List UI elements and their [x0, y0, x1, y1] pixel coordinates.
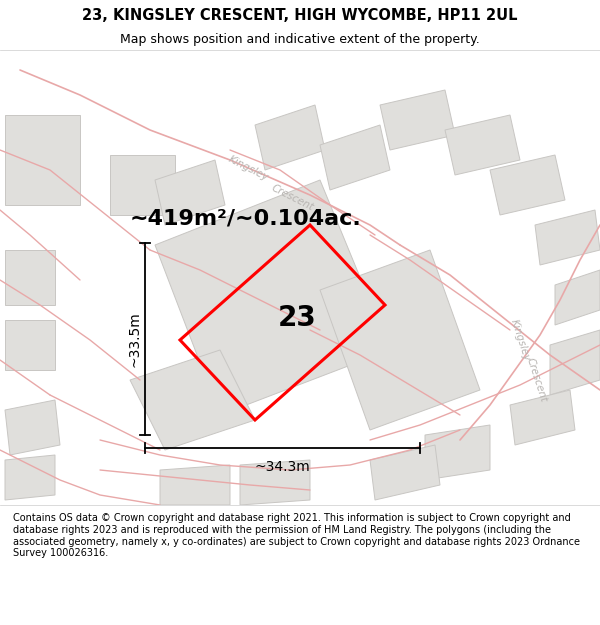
- Text: Map shows position and indicative extent of the property.: Map shows position and indicative extent…: [120, 32, 480, 46]
- Polygon shape: [490, 155, 565, 215]
- Polygon shape: [130, 350, 255, 450]
- Polygon shape: [155, 160, 225, 225]
- Polygon shape: [5, 115, 80, 205]
- Polygon shape: [5, 400, 60, 455]
- Polygon shape: [510, 390, 575, 445]
- Text: Crescent: Crescent: [525, 356, 549, 404]
- Polygon shape: [255, 105, 325, 170]
- Polygon shape: [155, 180, 390, 415]
- Text: Kingsley: Kingsley: [226, 154, 270, 182]
- Text: ~33.5m: ~33.5m: [128, 311, 142, 367]
- Polygon shape: [380, 90, 455, 150]
- Text: Crescent: Crescent: [269, 183, 315, 213]
- Polygon shape: [110, 155, 175, 215]
- Polygon shape: [5, 320, 55, 370]
- Text: ~419m²/~0.104ac.: ~419m²/~0.104ac.: [130, 208, 362, 228]
- Polygon shape: [535, 210, 600, 265]
- Polygon shape: [370, 445, 440, 500]
- Polygon shape: [320, 125, 390, 190]
- Polygon shape: [240, 460, 310, 505]
- Polygon shape: [555, 270, 600, 325]
- Text: 23: 23: [278, 304, 317, 331]
- Polygon shape: [5, 250, 55, 305]
- Polygon shape: [320, 250, 480, 430]
- Text: 23, KINGSLEY CRESCENT, HIGH WYCOMBE, HP11 2UL: 23, KINGSLEY CRESCENT, HIGH WYCOMBE, HP1…: [82, 8, 518, 22]
- Polygon shape: [445, 115, 520, 175]
- Polygon shape: [195, 225, 265, 290]
- Text: ~34.3m: ~34.3m: [254, 460, 310, 474]
- Text: Contains OS data © Crown copyright and database right 2021. This information is : Contains OS data © Crown copyright and d…: [13, 513, 580, 558]
- Polygon shape: [160, 465, 230, 505]
- Polygon shape: [550, 330, 600, 395]
- Polygon shape: [425, 425, 490, 480]
- Polygon shape: [5, 455, 55, 500]
- Text: Kingsley: Kingsley: [509, 318, 532, 362]
